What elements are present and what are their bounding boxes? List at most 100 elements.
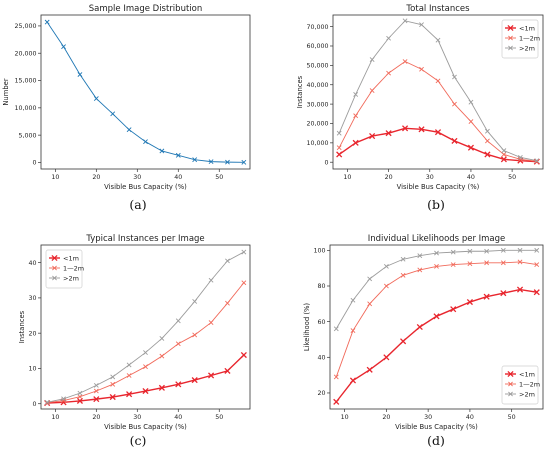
data-point — [76, 397, 83, 404]
data-point — [336, 130, 342, 136]
data-point — [159, 353, 165, 359]
y-axis-label: Instances — [18, 310, 26, 343]
data-point — [143, 364, 148, 370]
chart-panel-d: 10 20 30 40 50 20 40 60 80 100 Individual Likeliho… — [303, 234, 544, 448]
data-point — [208, 320, 214, 326]
data-point — [484, 151, 491, 158]
legend-marker — [52, 275, 57, 281]
data-point — [350, 328, 356, 333]
data-point — [192, 157, 198, 163]
data-point — [483, 293, 490, 300]
data-point — [143, 350, 148, 355]
data-point — [534, 158, 540, 164]
data-point — [417, 267, 423, 273]
legend-label: 1—2m — [519, 34, 540, 42]
series-12m — [333, 259, 540, 380]
x-tick-label: 20 — [92, 414, 100, 421]
data-point — [500, 260, 506, 266]
chart-panel-a: 10 20 30 40 50 0 5,000 10,000 15,000 20,000 25,000… — [2, 4, 251, 212]
x-tick-label: 40 — [466, 414, 474, 421]
x-tick-label: 50 — [508, 414, 516, 421]
data-point — [501, 152, 507, 157]
plot-frame — [40, 14, 251, 170]
x-tick-label: 10 — [51, 174, 59, 181]
data-point — [386, 35, 392, 41]
y-tick-label: 20 — [28, 330, 36, 337]
data-point — [367, 276, 373, 282]
data-point — [383, 263, 389, 269]
x-tick-label: 50 — [508, 174, 516, 181]
data-point — [336, 151, 343, 158]
y-tick-label: 0 — [32, 160, 36, 167]
data-point — [435, 37, 441, 43]
series-2m — [336, 18, 540, 164]
y-tick-label: 60 — [317, 319, 325, 326]
chart-panel-b: 10 20 30 40 50 0 10,000 20,000 30,000 40,000 50,00… — [296, 4, 544, 212]
data-point — [175, 341, 181, 347]
data-point — [418, 126, 425, 133]
x-axis-label: Visible Bus Capacity (%) — [395, 423, 478, 431]
series-1m — [333, 286, 540, 405]
y-tick-label: 60,000 — [306, 43, 328, 50]
data-point — [484, 260, 490, 266]
data-point — [417, 253, 423, 259]
data-point — [241, 159, 247, 165]
legend-label: 1—2m — [519, 380, 540, 388]
data-point — [333, 374, 339, 380]
legend-label: >2m — [519, 44, 535, 52]
y-tick-label: 100 — [313, 248, 325, 255]
y-tick-label: 10,000 — [306, 140, 328, 147]
data-point — [225, 159, 230, 165]
data-point — [468, 119, 474, 124]
data-point — [61, 396, 66, 402]
y-tick-label: 50,000 — [306, 63, 328, 70]
data-point — [467, 248, 473, 254]
data-point — [241, 249, 247, 255]
y-tick-label: 40 — [28, 260, 36, 267]
x-tick-label: 50 — [215, 414, 223, 421]
x-tick-label: 10 — [343, 174, 351, 181]
data-point — [175, 318, 181, 324]
chart-title: Total Instances — [405, 4, 470, 14]
legend-label: <1m — [63, 254, 79, 262]
y-tick-label: 0 — [32, 401, 36, 408]
y-tick-label: 10,000 — [14, 105, 36, 112]
data-point — [385, 130, 392, 137]
data-point — [416, 323, 423, 331]
data-point — [77, 394, 83, 400]
data-point — [44, 399, 50, 405]
y-tick-label: 80 — [317, 283, 325, 290]
data-point — [386, 70, 392, 76]
y-tick-label: 30 — [28, 295, 36, 302]
x-tick-label: 30 — [424, 414, 432, 421]
x-tick-label: 20 — [385, 174, 393, 181]
data-point — [383, 354, 390, 361]
chart-panel-c: 10 20 30 40 50 0 10 20 30 40 Typical Instances per… — [18, 234, 251, 448]
panel-caption: (c) — [130, 433, 147, 448]
data-point — [484, 128, 490, 134]
y-tick-label: 20,000 — [14, 50, 36, 57]
y-axis-label: Number — [2, 78, 10, 106]
legend-marker — [507, 370, 514, 378]
data-point — [516, 286, 524, 293]
data-point — [158, 384, 165, 391]
data-point — [435, 78, 441, 84]
x-tick-label: 10 — [51, 414, 59, 421]
legend-label: 1—2m — [63, 264, 84, 272]
legend: <1m 1—2m >2m — [501, 19, 540, 59]
data-point — [333, 398, 340, 405]
y-tick-label: 10 — [28, 366, 36, 373]
data-point — [191, 377, 198, 384]
data-point — [452, 101, 457, 107]
data-point — [336, 145, 342, 151]
data-point — [333, 326, 339, 332]
data-point — [175, 152, 181, 158]
data-point — [159, 336, 165, 341]
data-point — [402, 59, 408, 64]
data-point — [517, 247, 523, 253]
data-point — [192, 332, 198, 338]
series-2m — [44, 249, 247, 405]
data-point — [349, 377, 357, 384]
data-point — [93, 96, 99, 101]
